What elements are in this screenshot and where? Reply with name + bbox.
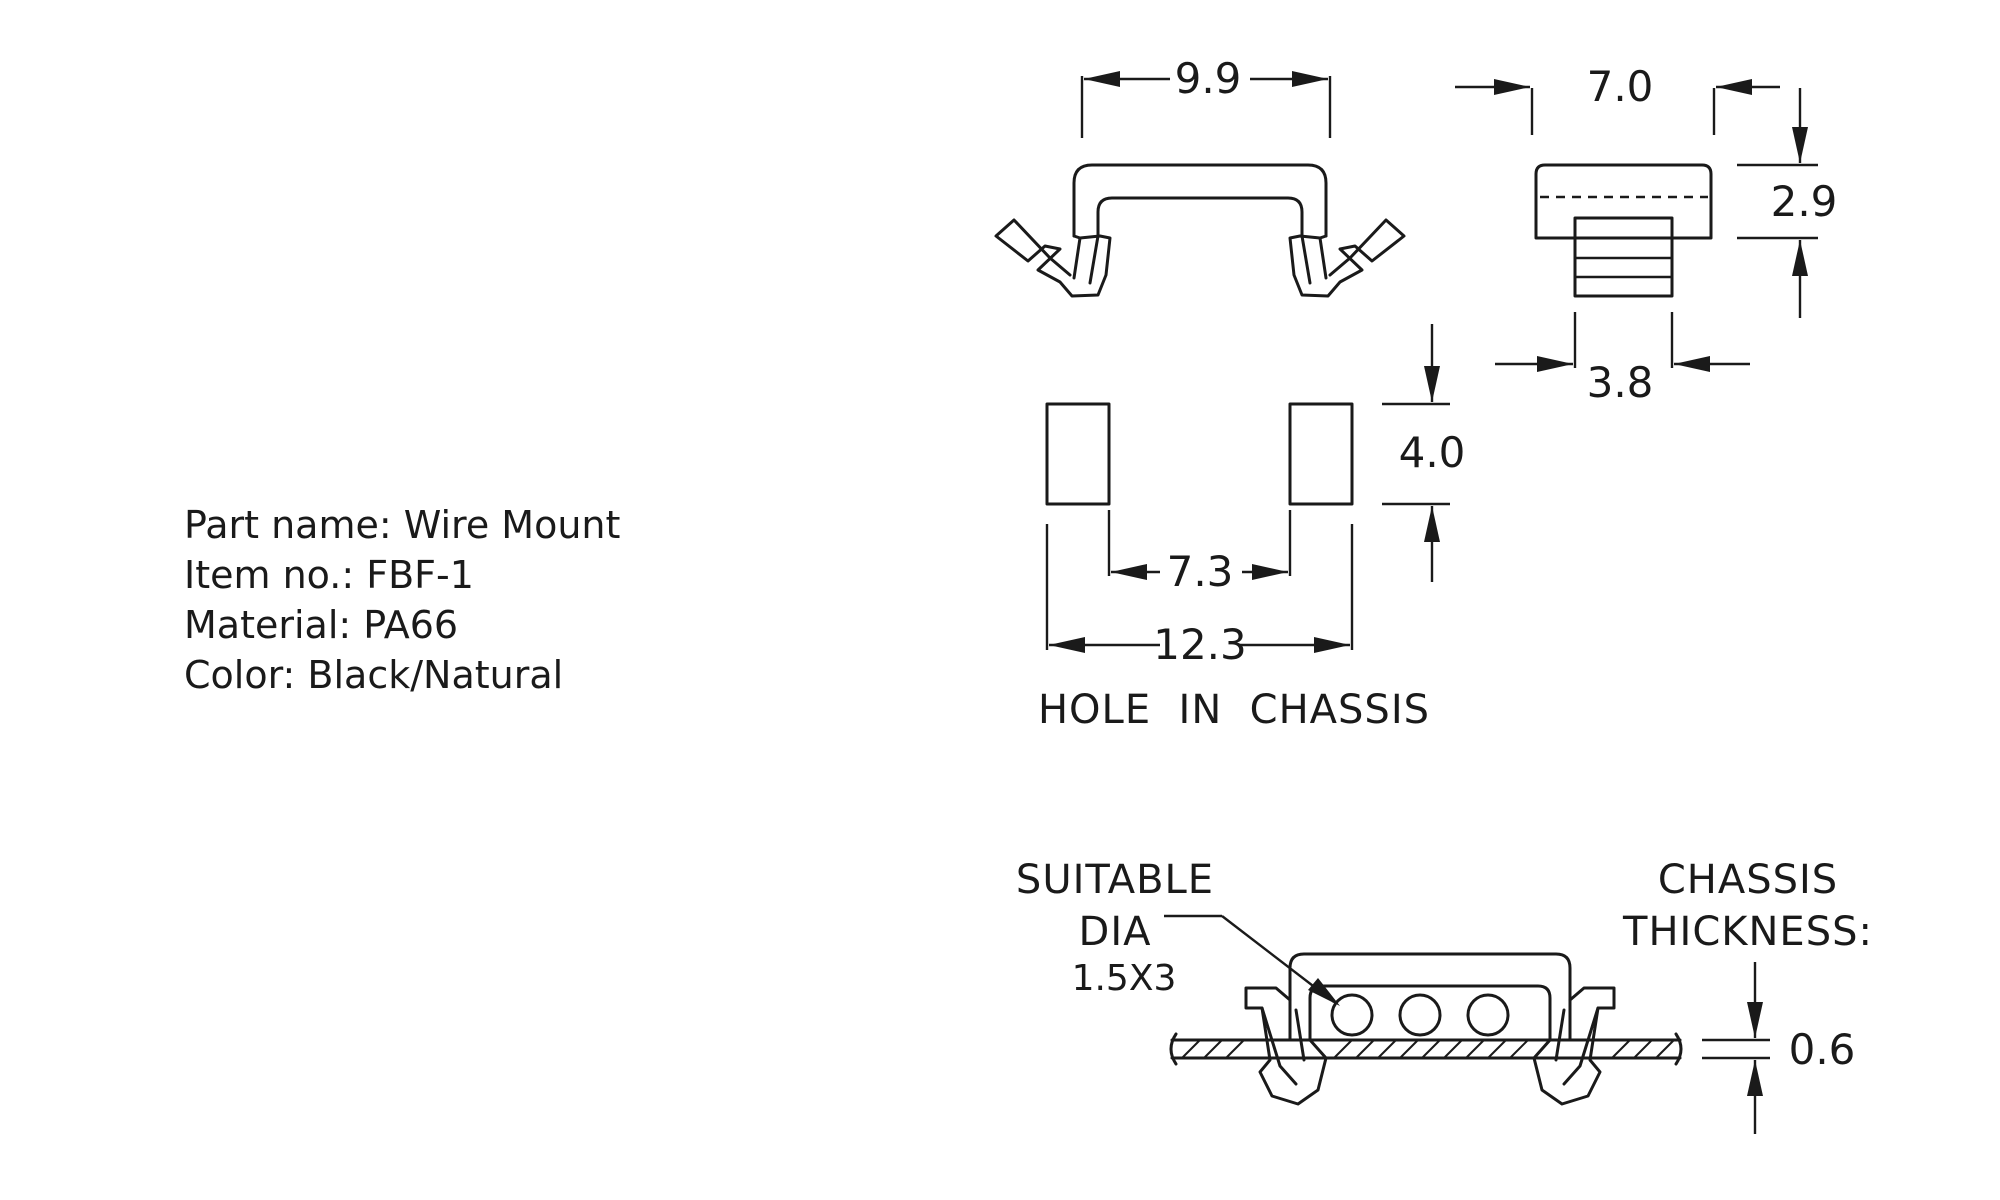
wire-3 [1466, 993, 1510, 1037]
dim-base-width-label: 3.8 [1587, 358, 1654, 407]
item-number: Item no.: FBF-1 [184, 553, 474, 597]
dimension-hole-outer: 12.3 [1045, 524, 1354, 669]
hole-in-chassis-view [1045, 402, 1354, 506]
chassis-hatch [1181, 1039, 1675, 1059]
side-view [1534, 163, 1713, 298]
dia-value: 1.5X3 [1072, 958, 1177, 999]
suitable-dia-callout: SUITABLE DIA 1.5X3 [1016, 857, 1340, 1006]
thickness-label: THICKNESS: [1622, 909, 1873, 955]
wire-2 [1398, 993, 1442, 1037]
front-view [994, 163, 1406, 298]
wire-1 [1330, 993, 1374, 1037]
dimension-hole-inner: 7.3 [1107, 510, 1292, 596]
chassis-thickness-callout: CHASSIS THICKNESS: 0.6 [1622, 857, 1873, 1134]
spec-block: Part name: Wire Mount Item no.: FBF-1 Ma… [184, 500, 620, 700]
material: Material: PA66 [184, 603, 459, 647]
dim-hole-inner-label: 7.3 [1167, 547, 1234, 596]
dim-side-width-label: 7.0 [1587, 62, 1654, 111]
dimension-base-width: 3.8 [1495, 312, 1750, 407]
color: Color: Black/Natural [184, 653, 564, 697]
chassis-label: CHASSIS [1658, 857, 1838, 903]
dimension-top-width: 9.9 [1080, 54, 1332, 138]
dia-label: DIA [1079, 909, 1152, 955]
hole-in-chassis-label: HOLE IN CHASSIS [1038, 687, 1430, 733]
part-name: Part name: Wire Mount [184, 503, 621, 547]
dim-hole-outer-label: 12.3 [1153, 620, 1247, 669]
dimension-hole-height: 4.0 [1382, 324, 1465, 582]
installed-view [1169, 952, 1683, 1106]
suitable-label: SUITABLE [1016, 857, 1214, 903]
dimension-side-height: 2.9 [1737, 88, 1837, 318]
dim-hole-height-label: 4.0 [1399, 428, 1466, 477]
dim-side-height-label: 2.9 [1771, 177, 1838, 226]
dimension-side-width: 7.0 [1455, 62, 1780, 135]
dim-top-width-label: 9.9 [1175, 54, 1242, 103]
chassis-thickness-value: 0.6 [1789, 1025, 1856, 1074]
